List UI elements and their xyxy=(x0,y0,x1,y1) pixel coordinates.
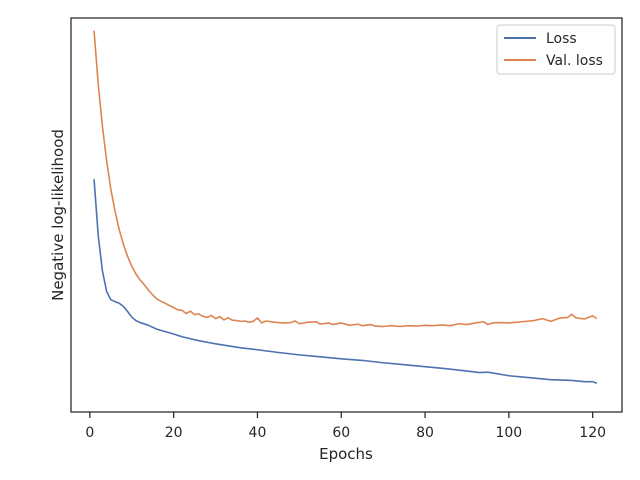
x-tick-label-60: 60 xyxy=(332,425,350,441)
series-layer xyxy=(93,30,598,384)
x-axis-label: Epochs xyxy=(319,445,373,463)
series-line-loss xyxy=(93,179,598,384)
series-line-val-loss xyxy=(93,30,598,328)
x-tick-label-100: 100 xyxy=(495,425,522,441)
legend: Loss Val. loss xyxy=(496,24,616,75)
y-axis-label: Negative log-likelihood xyxy=(49,129,67,301)
x-tick-label-120: 120 xyxy=(579,425,606,441)
plot-frame xyxy=(70,17,623,413)
x-tick-label-20: 20 xyxy=(165,425,183,441)
legend-label-val-loss: Val. loss xyxy=(546,53,603,69)
x-tick-label-80: 80 xyxy=(416,425,434,441)
x-axis-ticks: 0 20 40 60 80 100 120 xyxy=(85,412,606,441)
legend-label-loss: Loss xyxy=(546,31,577,47)
x-tick-label-40: 40 xyxy=(249,425,267,441)
x-tick-label-0: 0 xyxy=(85,425,94,441)
